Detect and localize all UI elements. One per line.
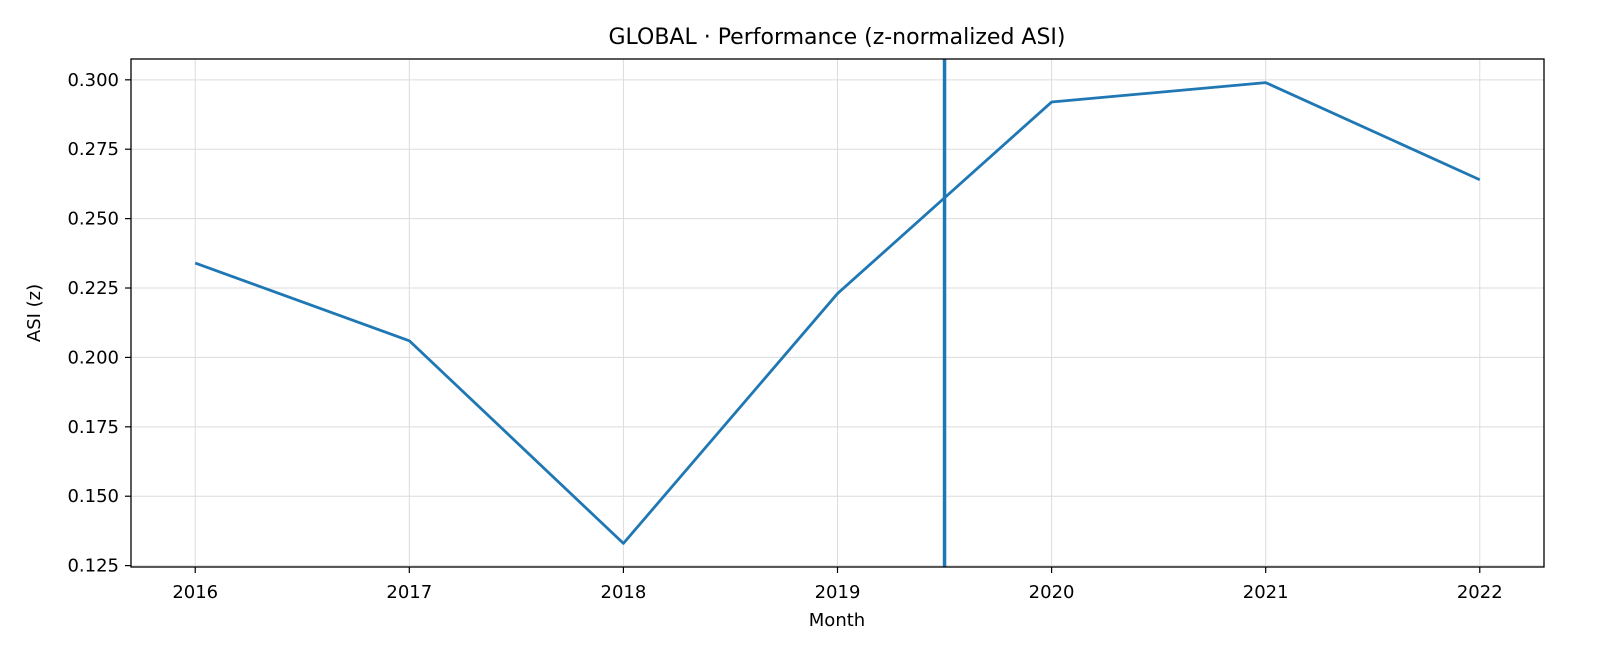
chart-title: GLOBAL · Performance (z-normalized ASI) [608,25,1065,50]
x-tick-label: 2017 [386,582,432,603]
y-axis: 0.125 0.150 0.175 0.200 0.225 0.250 0.275 0.300 [67,70,131,577]
series-layer [194,81,1481,545]
y-tick-label: 0.275 [67,139,119,160]
y-axis-title: ASI (z) [24,284,45,342]
y-tick-label: 0.225 [67,278,119,299]
grid [131,59,1544,567]
x-tick-label: 2021 [1243,582,1289,603]
series-line [194,81,1481,545]
y-tick-label: 0.150 [67,486,119,507]
y-tick-label: 0.175 [67,417,119,438]
x-tick-label: 2016 [172,582,218,603]
y-tick-label: 0.125 [67,556,119,577]
x-axis-title: Month [809,610,865,631]
y-tick-label: 0.200 [67,347,119,368]
x-tick-label: 2019 [815,582,861,603]
x-tick-label: 2020 [1029,582,1075,603]
y-tick-label: 0.300 [67,70,119,91]
y-tick-label: 0.250 [67,209,119,230]
x-tick-label: 2022 [1457,582,1503,603]
x-axis: 2016 2017 2018 2019 2020 2021 2022 [172,567,1503,603]
x-tick-label: 2018 [601,582,647,603]
